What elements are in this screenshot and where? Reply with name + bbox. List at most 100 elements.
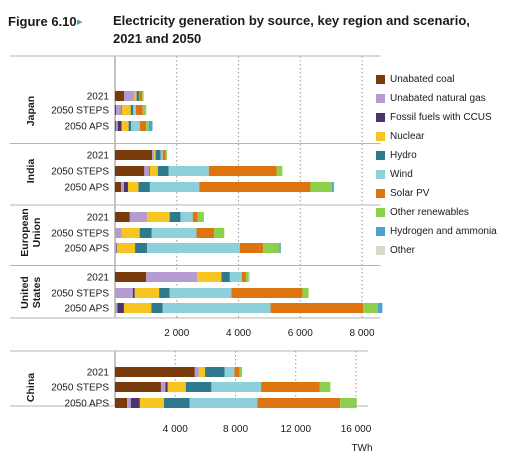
bar-segment-united-states-2050-steps-hydro	[159, 288, 170, 298]
region-label-united-states: States	[31, 277, 43, 309]
bar-segment-japan-2021-unabated-coal	[115, 91, 125, 101]
bar-segment-china-2050-steps-unabated-coal	[115, 382, 161, 392]
legend-item-wind: Wind	[376, 165, 497, 184]
bar-category-label: 2050 STEPS	[51, 383, 109, 394]
bar-segment-european-union-2021-other-renewables	[197, 212, 204, 222]
bar-segment-european-union-2050-steps-other-renewables	[214, 228, 225, 238]
bar-segment-india-2050-aps-unabated-natural-gas	[121, 182, 124, 192]
bar-category-label: 2021	[87, 368, 110, 379]
bar-segment-united-states-2021-nuclear	[197, 272, 222, 282]
bar-segment-european-union-2050-aps-other-renewables	[263, 243, 280, 253]
bar-category-label: 2050 APS	[65, 244, 110, 255]
bar-segment-european-union-2050-aps-wind	[147, 243, 240, 253]
bar-segment-japan-2050-steps-other	[145, 105, 147, 115]
bar-segment-japan-2050-steps-fossil-fuels-with-ccus	[121, 105, 122, 115]
bar-segment-european-union-2050-aps-hydro	[135, 243, 148, 253]
bar-segment-china-2050-steps-other-renewables	[319, 382, 331, 392]
bar-segment-united-states-2021-wind	[229, 272, 242, 282]
bar-segment-india-2021-solar-pv	[162, 150, 166, 160]
bar-segment-japan-2021-wind	[139, 91, 140, 101]
legend-label: Other renewables	[390, 207, 469, 218]
x-tick-label: 6 000	[288, 328, 313, 339]
legend-label: Other	[390, 245, 416, 256]
bar-segment-india-2021-hydro	[155, 150, 161, 160]
bar-segment-united-states-2050-aps-hydro	[151, 303, 163, 313]
bar-segment-china-2021-hydro	[205, 367, 225, 377]
bar-segment-india-2050-steps-unabated-coal	[115, 166, 145, 176]
bar-segment-india-2050-aps-fossil-fuels-with-ccus	[123, 182, 128, 192]
bar-segment-china-2021-solar-pv	[234, 367, 240, 377]
bar-segment-japan-2050-steps-unabated-coal	[115, 105, 117, 115]
bar-category-label: 2050 STEPS	[51, 106, 109, 117]
bar-segment-india-2050-aps-wind	[149, 182, 200, 192]
bar-segment-japan-2050-steps-hydro	[130, 105, 134, 115]
bar-category-label: 2021	[87, 92, 110, 103]
region-label-japan: Japan	[25, 96, 37, 126]
bar-segment-china-2050-steps-solar-pv	[261, 382, 320, 392]
legend-item-fossil-fuels-with-ccus: Fossil fuels with CCUS	[376, 108, 497, 127]
bar-segment-india-2021-other-renewables	[165, 150, 167, 160]
bar-segment-india-2021-nuclear	[154, 150, 156, 160]
bar-segment-european-union-2021-hydro	[169, 212, 181, 222]
x-tick-label: 16 000	[341, 424, 372, 435]
legend-item-other: Other	[376, 241, 497, 260]
bar-segment-china-2021-wind	[224, 367, 235, 377]
bar-segment-european-union-2050-steps-nuclear	[121, 228, 140, 238]
legend-item-hydro: Hydro	[376, 146, 497, 165]
bar-segment-china-2050-aps-unabated-natural-gas	[127, 398, 131, 408]
bar-segment-india-2050-steps-other-renewables	[276, 166, 283, 176]
bar-segment-united-states-2050-aps-fossil-fuels-with-ccus	[117, 303, 124, 313]
figure-title: Electricity generation by source, key re…	[113, 13, 470, 46]
bar-segment-european-union-2021-wind	[180, 212, 193, 222]
legend-swatch	[376, 246, 385, 255]
bar-segment-united-states-2050-steps-other-renewables	[302, 288, 309, 298]
bar-segment-european-union-2050-aps-fossil-fuels-with-ccus	[116, 243, 118, 253]
bar-segment-japan-2050-aps-wind	[131, 121, 141, 131]
bar-segment-united-states-2021-other-renewables	[245, 272, 249, 282]
legend-label: Wind	[390, 169, 413, 180]
bar-segment-india-2050-steps-nuclear	[149, 166, 158, 176]
bar-segment-india-2050-aps-solar-pv	[199, 182, 311, 192]
legend-swatch	[376, 208, 385, 217]
legend-item-hydrogen-and-ammonia: Hydrogen and ammonia	[376, 222, 497, 241]
legend-swatch	[376, 75, 385, 84]
bar-segment-japan-2021-other-renewables	[142, 91, 144, 101]
legend-label: Unabated natural gas	[390, 93, 486, 104]
bar-segment-united-states-2050-steps-solar-pv	[231, 288, 303, 298]
bar-segment-india-2050-aps-unabated-coal	[115, 182, 122, 192]
bar-segment-china-2021-unabated-natural-gas	[194, 367, 199, 377]
x-tick-label: 4 000	[163, 424, 188, 435]
bar-segment-european-union-2050-aps-unabated-natural-gas	[115, 243, 117, 253]
bar-segment-european-union-2021-solar-pv	[192, 212, 198, 222]
bar-segment-india-2050-steps-hydro	[157, 166, 169, 176]
bar-segment-china-2050-aps-hydro	[163, 398, 190, 408]
bar-segment-india-2021-wind	[160, 150, 163, 160]
x-tick-label: 8 000	[349, 328, 374, 339]
bar-category-label: 2050 APS	[65, 183, 110, 194]
bar-segment-china-2050-steps-fossil-fuels-with-ccus	[165, 382, 168, 392]
bar-segment-china-2050-aps-wind	[189, 398, 258, 408]
x-tick-label: 8 000	[223, 424, 248, 435]
legend-label: Unabated coal	[390, 74, 455, 85]
bar-segment-india-2050-aps-hydrogen-and-ammonia	[332, 182, 334, 192]
legend-swatch	[376, 189, 385, 198]
bar-segment-united-states-2050-steps-nuclear	[134, 288, 160, 298]
bar-category-label: 2050 APS	[65, 399, 110, 410]
x-tick-label: 2 000	[164, 328, 189, 339]
bar-segment-india-2050-aps-hydro	[138, 182, 150, 192]
figure-arrow-icon: ▸	[77, 16, 83, 28]
bar-segment-india-2021-unabated-coal	[115, 150, 153, 160]
x-tick-label: 12 000	[280, 424, 311, 435]
legend-label: Hydrogen and ammonia	[390, 226, 497, 237]
legend-swatch	[376, 132, 385, 141]
bar-segment-european-union-2050-steps-solar-pv	[196, 228, 215, 238]
bar-segment-japan-2021-nuclear	[134, 91, 137, 101]
bar-segment-united-states-2050-aps-wind	[162, 303, 271, 313]
bar-category-label: 2021	[87, 151, 110, 162]
bar-segment-united-states-2021-hydro	[221, 272, 230, 282]
bar-segment-european-union-2050-steps-hydro	[139, 228, 152, 238]
bar-segment-european-union-2021-unabated-natural-gas	[129, 212, 148, 222]
bar-segment-india-2050-steps-solar-pv	[208, 166, 277, 176]
bar-segment-india-2050-steps-fossil-fuels-with-ccus	[148, 166, 150, 176]
